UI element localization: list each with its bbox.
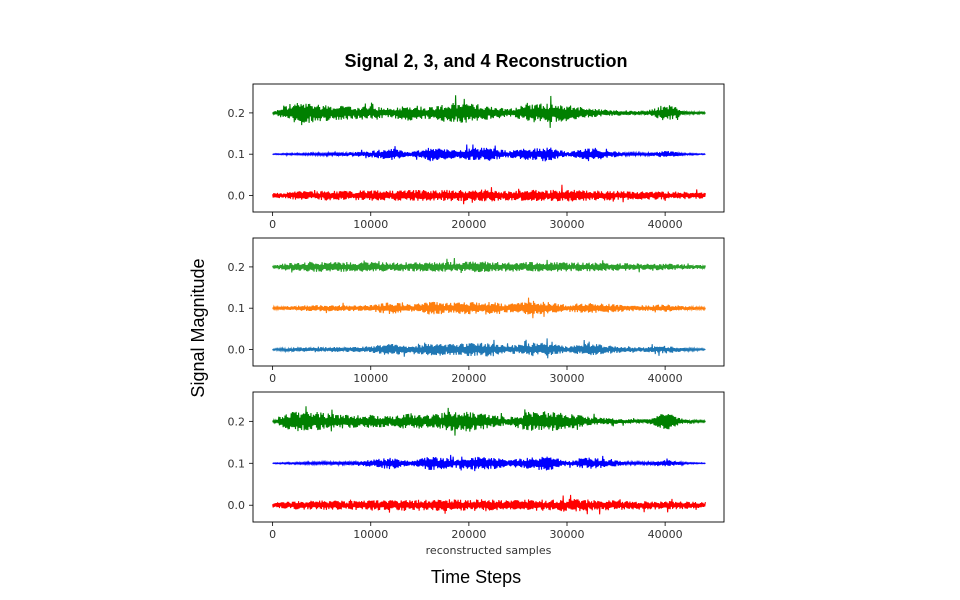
y-tick-label-1-1: 0.0 (228, 189, 246, 202)
series-line-1-2 (272, 144, 706, 162)
x-tick-label-1-1: 0 (269, 218, 276, 231)
series-line-1-3 (272, 184, 706, 205)
x-tick-label-2-4: 30000 (550, 372, 585, 385)
x-tick-label-3-5: 40000 (648, 528, 683, 541)
series-line-2-1 (272, 258, 706, 274)
subplot-2: 0.0 0.1 0.2 0 10000 20000 30000 40000 (228, 237, 725, 385)
x-tick-label-2-3: 20000 (451, 372, 486, 385)
subplot-3-xlabel: reconstructed samples (426, 544, 552, 557)
y-tick-label-1-2: 0.1 (228, 148, 246, 161)
subplot-1: 0.0 0.1 0.2 0 10000 20000 30000 40000 (228, 83, 725, 231)
y-tick-label-3-2: 0.1 (228, 457, 246, 470)
subplot-3-frame (252, 391, 725, 523)
subplot-2-frame (252, 237, 725, 367)
subplot-2-series (272, 258, 706, 359)
y-tick-label-1-3: 0.2 (228, 107, 246, 120)
series-line-3-2 (272, 454, 706, 472)
subplot-1-frame (252, 83, 725, 213)
y-tick-label-3-3: 0.2 (228, 415, 246, 428)
x-tick-label-3-2: 10000 (353, 528, 388, 541)
x-tick-label-1-5: 40000 (648, 218, 683, 231)
y-tick-label-2-2: 0.1 (228, 302, 246, 315)
series-line-3-1 (272, 406, 706, 436)
y-tick-label-2-1: 0.0 (228, 343, 246, 356)
x-tick-label-3-3: 20000 (451, 528, 486, 541)
x-tick-label-1-3: 20000 (451, 218, 486, 231)
x-tick-label-3-1: 0 (269, 528, 276, 541)
subplot-3-series (272, 406, 706, 515)
y-tick-label-2-3: 0.2 (228, 261, 246, 274)
x-tick-label-1-2: 10000 (353, 218, 388, 231)
subplot-3: 0.0 0.1 0.2 0 10000 20000 30000 40000 reconstruc… (228, 391, 725, 557)
series-line-3-3 (272, 494, 706, 515)
series-line-2-3 (272, 338, 706, 359)
y-axis-label: Signal Magnitude (188, 258, 208, 397)
x-tick-label-2-2: 10000 (353, 372, 388, 385)
x-tick-label-2-1: 0 (269, 372, 276, 385)
y-tick-label-3-1: 0.0 (228, 499, 246, 512)
series-line-2-2 (272, 297, 706, 319)
series-line-1-1 (272, 95, 706, 128)
subplot-1-series (272, 95, 706, 205)
x-axis-label: Time Steps (431, 567, 521, 587)
x-tick-label-1-4: 30000 (550, 218, 585, 231)
x-tick-label-2-5: 40000 (648, 372, 683, 385)
x-tick-label-3-4: 30000 (550, 528, 585, 541)
subplots-group: 0.00.10.20 10000 20000 30000 400000.00.10.20… (228, 83, 725, 557)
chart-title: Signal 2, 3, and 4 Reconstruction (344, 51, 627, 71)
